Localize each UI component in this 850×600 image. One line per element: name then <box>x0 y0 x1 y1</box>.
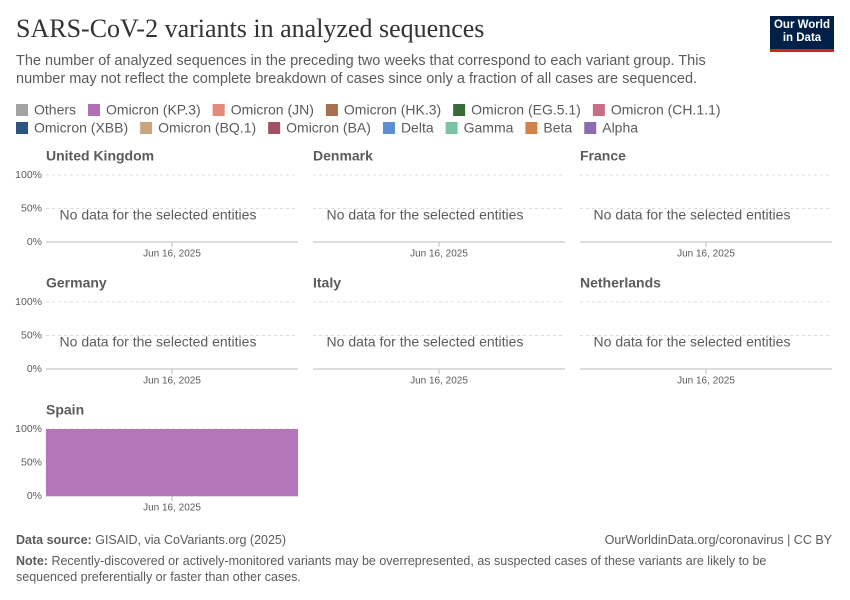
legend-swatch <box>382 122 395 134</box>
no-data-message: No data for the selected entities <box>327 207 524 223</box>
facet-title: Italy <box>313 275 341 291</box>
no-data-message: No data for the selected entities <box>594 334 791 350</box>
no-data-message: No data for the selected entities <box>60 334 257 350</box>
y-tick-label: 100% <box>15 169 42 181</box>
facet-title: Germany <box>46 275 107 291</box>
y-tick-label: 0% <box>27 236 42 248</box>
source-line: Data source: GISAID, via CoVariants.org … <box>16 533 286 547</box>
logo-line: in Data <box>782 32 822 44</box>
legend-swatch <box>268 122 281 134</box>
source: GISAID, via CoVariants.org (2025) <box>95 533 287 547</box>
logo-line: Our World <box>773 19 830 31</box>
legend-label: Omicron (JN) <box>231 102 314 118</box>
legend-swatch <box>584 122 597 134</box>
url[interactable]: OurWorldinData.org/coronavirus | CC BY <box>604 533 832 547</box>
legend-label: Beta <box>543 120 572 136</box>
legend-label: Gamma <box>464 120 514 136</box>
x-tick-label: Jun 16, 2025 <box>677 249 735 260</box>
facet-title: Netherlands <box>580 275 661 291</box>
x-tick-label: Jun 16, 2025 <box>410 376 468 387</box>
legend-swatch <box>445 122 458 134</box>
legend-label: Alpha <box>602 120 638 136</box>
facet-title: Denmark <box>313 148 373 164</box>
legend-swatch <box>16 104 28 116</box>
legend-label: Others <box>34 102 76 118</box>
x-tick-label: Jun 16, 2025 <box>143 503 201 514</box>
legend-swatch <box>140 122 153 134</box>
y-tick-label: 50% <box>21 456 42 468</box>
no-data-message: No data for the selected entities <box>594 207 791 223</box>
x-tick-label: Jun 16, 2025 <box>143 376 201 387</box>
title: SARS-CoV-2 variants in analyzed sequence… <box>16 14 485 43</box>
x-tick-label: Jun 16, 2025 <box>677 376 735 387</box>
legend-swatch <box>325 104 338 116</box>
legend-label: Omicron (XBB) <box>34 120 128 136</box>
logo[interactable]: Our World in Data <box>770 16 834 52</box>
legend-label: Omicron (EG.5.1) <box>471 102 581 118</box>
legend-label: Delta <box>401 120 434 136</box>
facet-title: France <box>580 148 626 164</box>
source-label: Data source: <box>16 533 92 547</box>
legend-label: Omicron (BA) <box>286 120 371 136</box>
legend-swatch <box>16 122 28 134</box>
area <box>46 429 298 496</box>
legend-swatch <box>592 104 605 116</box>
legend-swatch <box>88 104 101 116</box>
note-label: Note: <box>16 554 48 568</box>
subtitle: The number of analyzed sequences in the … <box>16 53 706 87</box>
y-tick-label: 0% <box>27 490 42 502</box>
legend-swatch <box>212 104 225 116</box>
y-tick-label: 50% <box>21 202 42 214</box>
x-tick-label: Jun 16, 2025 <box>143 249 201 260</box>
facet-title: Spain <box>46 402 84 418</box>
legend-label: Omicron (BQ.1) <box>158 120 256 136</box>
y-tick-label: 100% <box>15 296 42 308</box>
legend-label: Omicron (CH.1.1) <box>611 102 721 118</box>
note: Recently-discovered or actively-monitore… <box>16 554 767 584</box>
y-tick-label: 0% <box>27 363 42 375</box>
no-data-message: No data for the selected entities <box>60 207 257 223</box>
legend-label: Omicron (KP.3) <box>106 102 201 118</box>
legend-swatch <box>525 122 538 134</box>
note-line: Note: Recently-discovered or actively-mo… <box>16 553 806 585</box>
legend-label: Omicron (HK.3) <box>344 102 441 118</box>
no-data-message: No data for the selected entities <box>327 334 524 350</box>
y-tick-label: 100% <box>15 423 42 435</box>
facet-title: United Kingdom <box>46 148 154 164</box>
y-tick-label: 50% <box>21 329 42 341</box>
x-tick-label: Jun 16, 2025 <box>410 249 468 260</box>
legend-swatch <box>453 104 466 116</box>
